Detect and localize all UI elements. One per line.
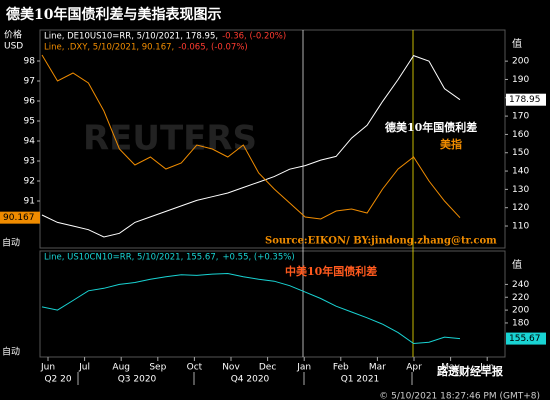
x-tick-label: Oct	[187, 363, 203, 373]
y2-tick-label: 170	[512, 112, 529, 122]
y2-tick-label: 190	[512, 75, 529, 85]
y-tick-label: 97	[24, 77, 35, 87]
lower-panel	[39, 250, 506, 358]
footer-stamp: © 5/10/2021 18:27:46 PM (GMT+8)	[379, 392, 540, 400]
y2-tick-label: 130	[512, 185, 529, 195]
annotation: 德美10年国债利差	[384, 120, 477, 134]
upper-panel	[39, 29, 506, 249]
quarter-label: Q4 2020	[231, 375, 270, 385]
y2-tick-label: 140	[512, 167, 529, 177]
x-tick-label: Apr	[406, 363, 422, 373]
legend-entry: -0.065, (-0.07%)	[178, 43, 248, 53]
y2-tick-label: 150	[512, 148, 529, 158]
last-value-label: 155.67	[509, 334, 541, 344]
x-tick-label: Dec	[259, 363, 276, 373]
y2-tick-label: 160	[512, 130, 529, 140]
x-tick-label: Aug	[112, 363, 130, 373]
y2-axis-label: 值	[512, 258, 522, 271]
footer-brand: 路透财经早报	[437, 364, 504, 378]
chart-title: 德美10年国债利差与美指表现图示	[6, 6, 221, 23]
y-tick-label: 96	[24, 97, 36, 107]
x-tick-label: Jul	[78, 363, 90, 373]
x-tick-label: Nov	[222, 363, 240, 373]
annotation: 美指	[440, 137, 462, 151]
quarter-label: Q3 2020	[118, 375, 157, 385]
last-value-box	[506, 332, 546, 345]
series-line	[41, 272, 461, 345]
auto-label: 自动	[2, 237, 20, 249]
x-tick-label: Mar	[369, 363, 386, 373]
annotation: Source:EIKON/ BY:jindong.zhang@tr.com	[265, 236, 497, 247]
y2-tick-label: 200	[512, 57, 529, 67]
y-tick-label: 94	[24, 137, 36, 147]
y2-axis-label: 值	[512, 37, 522, 50]
quarter-label: Q2 20	[44, 375, 71, 385]
y-tick-label: 93	[24, 157, 35, 167]
x-tick-label: Jun	[479, 363, 494, 373]
y2-tick-label: 110	[512, 222, 529, 232]
auto-label: 自动	[2, 346, 20, 358]
last-value-box	[0, 211, 40, 224]
y2-tick-label: 180	[512, 318, 529, 328]
y-tick-label: 98	[24, 57, 36, 67]
last-value-box	[506, 93, 546, 106]
y-tick-label: 91	[24, 197, 35, 207]
legend-entry: +0.55, (+0.35%)	[222, 253, 294, 263]
y-tick-label: 95	[24, 117, 35, 127]
y-axis-label: USD	[4, 42, 23, 52]
x-tick-label: Jan	[296, 363, 311, 373]
quarter-label: Q1 2021	[341, 375, 380, 385]
y2-tick-label: 240	[512, 280, 529, 290]
annotation: 中美10年国债利差	[285, 264, 377, 278]
x-tick-label: May	[441, 363, 460, 373]
watermark: REUTERS	[83, 119, 257, 159]
last-value-label: 178.95	[509, 95, 541, 105]
last-value-label: 90.167	[3, 213, 35, 223]
series-line	[41, 54, 461, 220]
y2-tick-label: 200	[512, 306, 529, 316]
y-axis-label: 价格	[4, 29, 22, 41]
x-tick-label: Feb	[333, 363, 349, 373]
legend-entry: Line, DE10US10=RR, 5/10/2021, 178.95,	[44, 32, 218, 42]
y2-tick-label: 120	[512, 203, 529, 213]
legend-entry: -0.36, (-0.20%)	[222, 32, 286, 42]
series-line	[41, 54, 461, 238]
y2-tick-label: 220	[512, 293, 529, 303]
legend-entry: Line, .DXY, 5/10/2021, 90.167,	[44, 43, 174, 53]
x-tick-label: Jun	[40, 363, 55, 373]
y-tick-label: 92	[24, 177, 35, 187]
x-tick-label: Sep	[149, 363, 166, 373]
legend-entry: Line, US10CN10=RR, 5/10/2021, 155.67,	[44, 253, 218, 263]
